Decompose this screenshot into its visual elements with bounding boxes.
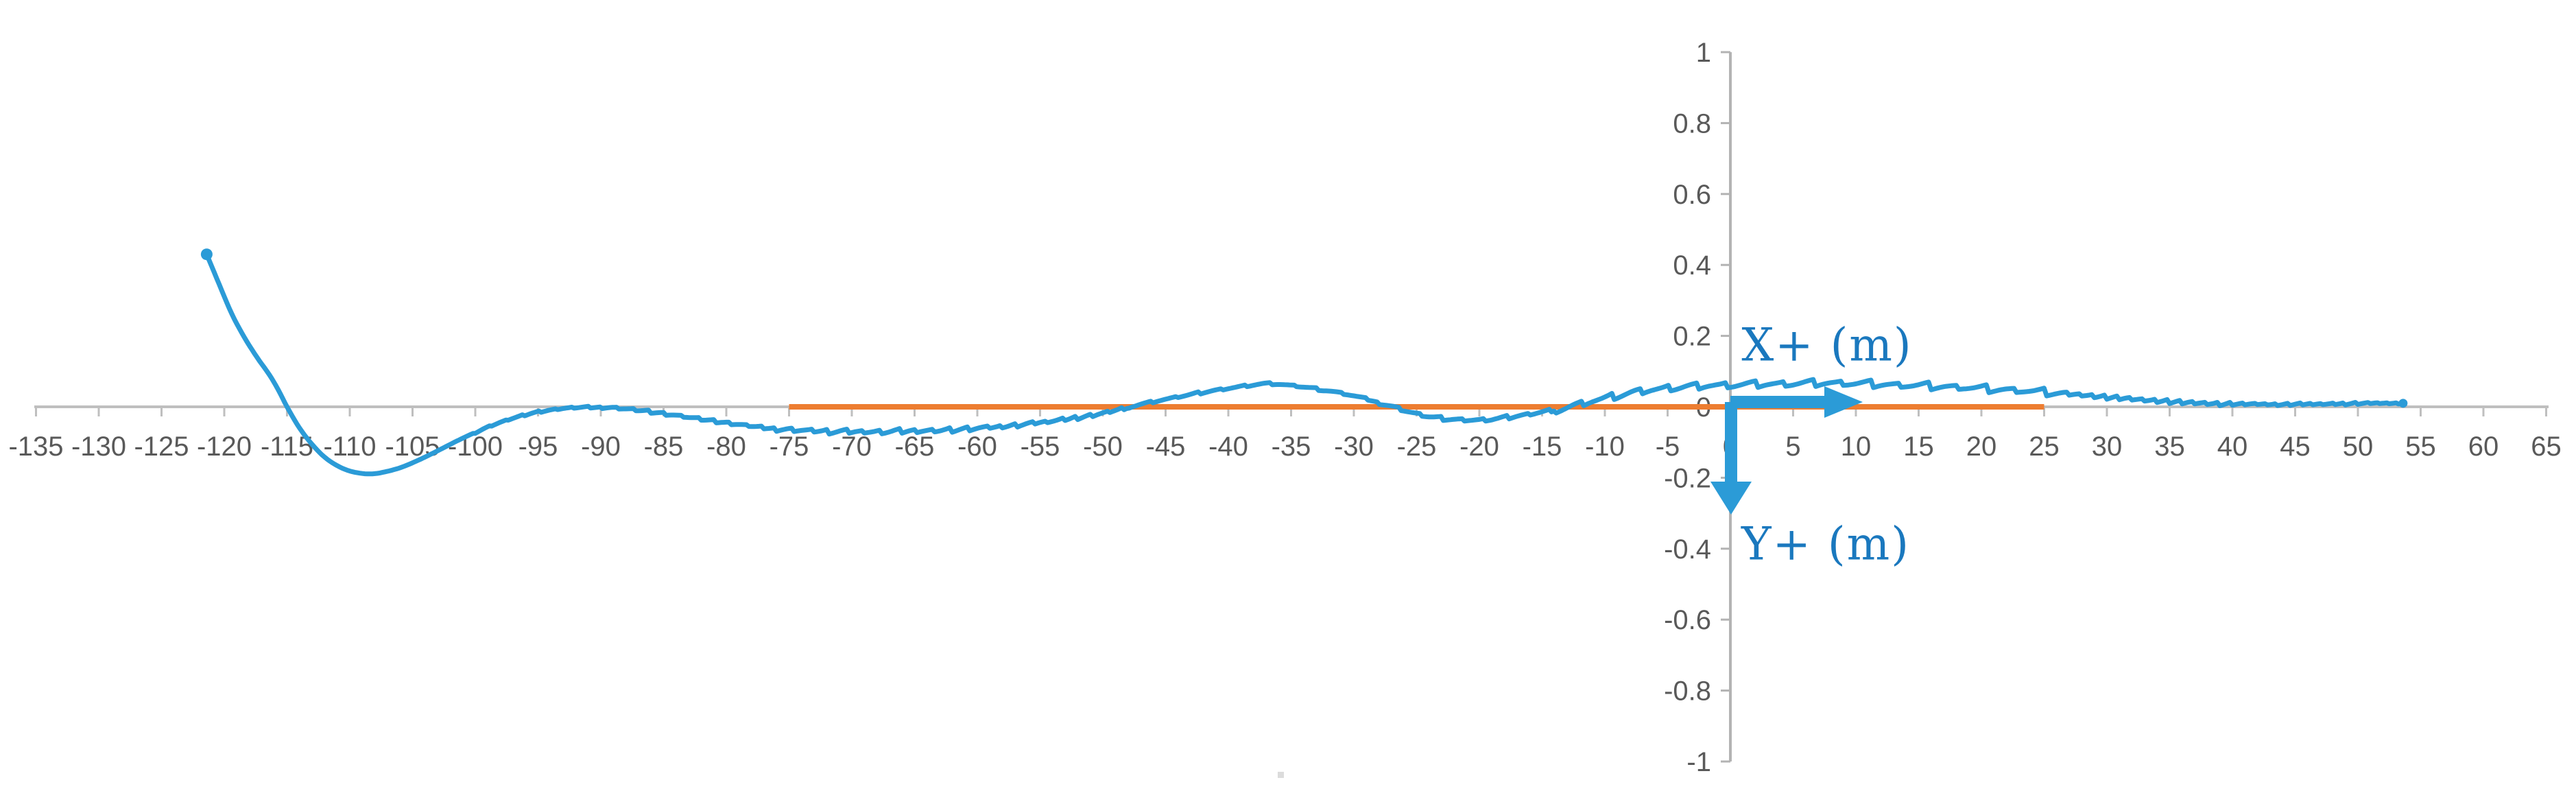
x-tick-label: 5 bbox=[1785, 432, 1800, 462]
y-tick-label: 0.8 bbox=[1673, 108, 1711, 139]
x-tick-label: -110 bbox=[323, 432, 376, 462]
y-tick-label: 1 bbox=[1696, 38, 1711, 68]
trajectory-curve bbox=[204, 252, 2406, 477]
y-tick-label: -0.8 bbox=[1664, 676, 1711, 707]
x-tick-label: -100 bbox=[448, 432, 503, 462]
x-tick-label: 30 bbox=[2092, 432, 2123, 462]
x-tick-label: -35 bbox=[1272, 432, 1311, 462]
y-tick-label: 0.6 bbox=[1673, 180, 1711, 210]
x-tick-label: -20 bbox=[1459, 432, 1499, 462]
trajectory-start-marker bbox=[200, 248, 213, 261]
x-tick-label: 10 bbox=[1841, 432, 1872, 462]
x-tick-label: 60 bbox=[2468, 432, 2499, 462]
artifact-dot bbox=[1278, 772, 1284, 778]
x-tick-label: -10 bbox=[1585, 432, 1625, 462]
x-tick-label: 65 bbox=[2531, 432, 2562, 462]
y-tick-label: -0.2 bbox=[1664, 463, 1711, 493]
x-tick-label: -45 bbox=[1146, 432, 1186, 462]
y-plus-arrow-head bbox=[1710, 482, 1752, 515]
x-tick-label: 55 bbox=[2405, 432, 2436, 462]
x-tick-label: 50 bbox=[2343, 432, 2374, 462]
x-tick-label: 40 bbox=[2217, 432, 2248, 462]
y-tick-label: 0.2 bbox=[1673, 322, 1711, 352]
x-tick-label: -95 bbox=[518, 432, 558, 462]
y-tick-label: 0.4 bbox=[1673, 250, 1711, 281]
x-axis-direction-label: X+ (m) bbox=[1741, 318, 1913, 372]
x-tick-label: 45 bbox=[2280, 432, 2311, 462]
x-tick-label: 35 bbox=[2154, 432, 2185, 462]
x-tick-label: 20 bbox=[1966, 432, 1997, 462]
x-plus-arrow-head bbox=[1824, 386, 1863, 418]
x-tick-label: -50 bbox=[1083, 432, 1123, 462]
x-tick-label: -90 bbox=[581, 432, 621, 462]
x-tick-label: -70 bbox=[832, 432, 872, 462]
x-tick-label: -105 bbox=[385, 432, 440, 462]
x-tick-label: -60 bbox=[957, 432, 997, 462]
y-tick-label: -1 bbox=[1686, 747, 1711, 777]
x-tick-label: -135 bbox=[8, 432, 63, 462]
x-plus-arrow-stem bbox=[1730, 396, 1824, 408]
y-plus-arrow-stem bbox=[1725, 402, 1737, 482]
x-tick-label: -65 bbox=[895, 432, 935, 462]
x-tick-label: -130 bbox=[71, 432, 126, 462]
x-tick-label: -30 bbox=[1334, 432, 1374, 462]
x-tick-label: 25 bbox=[2029, 432, 2060, 462]
x-tick-label: -75 bbox=[770, 432, 809, 462]
y-tick-label: -0.6 bbox=[1664, 605, 1711, 635]
x-tick-label: -125 bbox=[134, 432, 189, 462]
x-tick-label: -25 bbox=[1397, 432, 1437, 462]
x-tick-label: -15 bbox=[1523, 432, 1562, 462]
x-tick-label: -40 bbox=[1208, 432, 1248, 462]
x-tick-label: -80 bbox=[706, 432, 746, 462]
x-tick-label: -120 bbox=[197, 432, 252, 462]
y-axis-direction-label: Y+ (m) bbox=[1741, 517, 1910, 571]
x-tick-label: -55 bbox=[1021, 432, 1060, 462]
trajectory-end-marker bbox=[2398, 399, 2408, 408]
y-tick-label: -0.4 bbox=[1664, 534, 1711, 565]
x-tick-label: 15 bbox=[1903, 432, 1934, 462]
x-tick-label: -85 bbox=[644, 432, 684, 462]
x-tick-label: -5 bbox=[1656, 432, 1680, 462]
